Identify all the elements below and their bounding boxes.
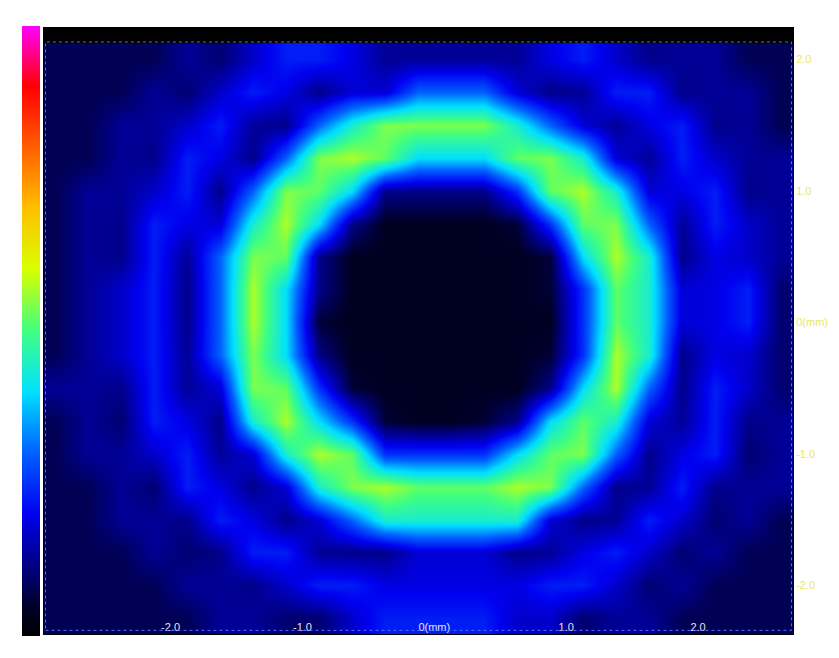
svg-text:2.0: 2.0 [796, 53, 811, 65]
svg-text:1.0: 1.0 [796, 185, 811, 197]
svg-text:-2.0: -2.0 [796, 579, 815, 591]
svg-text:1.0: 1.0 [559, 621, 574, 633]
svg-text:-1.0: -1.0 [293, 621, 312, 633]
svg-text:-1.0: -1.0 [796, 448, 815, 460]
svg-text:2.0: 2.0 [690, 621, 705, 633]
svg-text:0(mm): 0(mm) [418, 621, 450, 633]
svg-text:-2.0: -2.0 [161, 621, 180, 633]
svg-text:0(mm): 0(mm) [796, 316, 828, 328]
